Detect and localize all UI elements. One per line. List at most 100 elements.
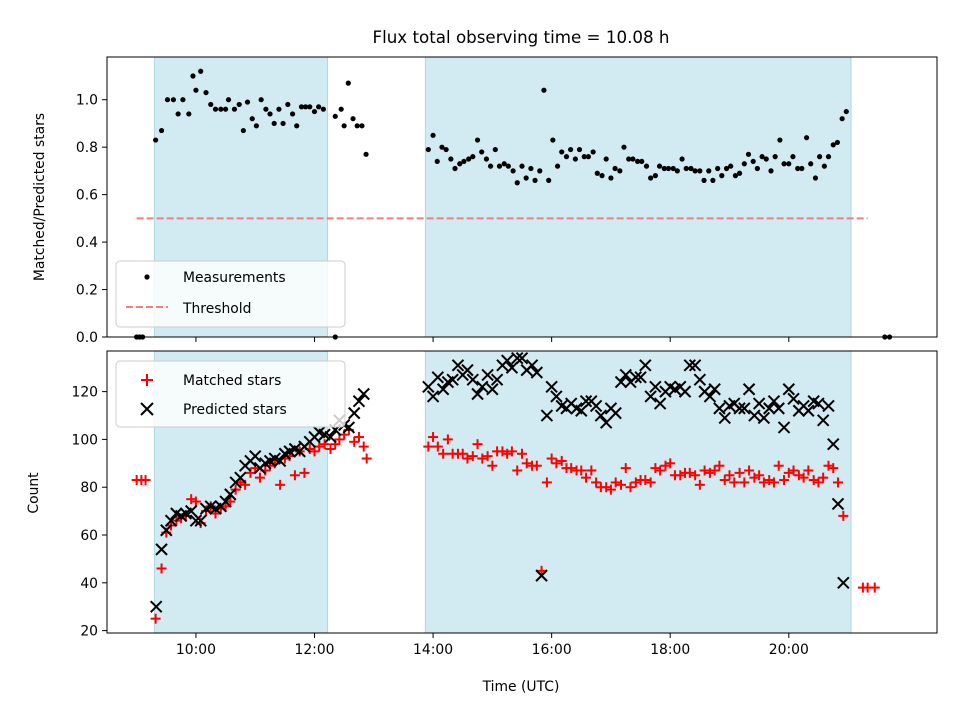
predicted-star-point bbox=[738, 402, 751, 415]
top-y-ticks: 0.0 0.2 0.4 0.6 0.8 1.0 bbox=[76, 93, 107, 346]
predicted-star-point bbox=[614, 375, 628, 389]
measurement-point bbox=[754, 165, 760, 172]
measurement-point bbox=[692, 168, 698, 174]
matched-star-point bbox=[699, 465, 710, 476]
measurement-point bbox=[311, 108, 318, 115]
matched-star-point bbox=[605, 484, 616, 495]
measurement-point bbox=[267, 111, 273, 117]
measurement-point bbox=[745, 151, 752, 157]
measurement-point bbox=[434, 158, 440, 165]
bottom-legend-box bbox=[115, 360, 346, 428]
matched-star-point bbox=[477, 453, 488, 464]
measurement-point bbox=[307, 104, 313, 110]
predicted-star-point bbox=[802, 404, 815, 417]
legend-predicted-label: Predicted stars bbox=[183, 402, 287, 418]
predicted-star-point bbox=[579, 394, 593, 408]
measurement-point bbox=[590, 149, 596, 155]
measurement-point bbox=[781, 161, 787, 167]
matched-star-point bbox=[724, 470, 735, 481]
measurement-point bbox=[354, 123, 360, 129]
matched-star-point bbox=[719, 475, 730, 486]
measurement-point bbox=[630, 156, 636, 162]
predicted-star-point bbox=[831, 497, 845, 511]
matched-star-point bbox=[487, 460, 498, 471]
predicted-star-point bbox=[234, 471, 247, 484]
measurement-point bbox=[568, 146, 574, 153]
matched-star-point bbox=[551, 458, 562, 469]
measurement-point bbox=[225, 97, 232, 103]
measurement-point bbox=[736, 170, 743, 176]
measurement-point bbox=[203, 89, 209, 96]
measurement-point bbox=[175, 111, 181, 117]
matched-star-point bbox=[349, 436, 360, 447]
matched-star-point bbox=[521, 458, 532, 469]
matched-star-point bbox=[739, 477, 750, 488]
measurement-point bbox=[258, 97, 264, 103]
measurement-point bbox=[505, 163, 511, 169]
x-tick-label: 16:00 bbox=[532, 642, 572, 658]
predicted-star-point bbox=[446, 373, 459, 386]
measurement-point bbox=[817, 154, 823, 160]
y-tick-label: 0.6 bbox=[76, 188, 98, 204]
matched-star-point bbox=[358, 441, 369, 452]
measurement-point bbox=[550, 137, 556, 143]
matched-star-point bbox=[803, 465, 814, 476]
top-legend-box bbox=[115, 260, 346, 328]
measurement-point bbox=[294, 123, 300, 129]
measurement-point bbox=[750, 158, 756, 165]
predicted-star-point bbox=[348, 406, 361, 420]
matched-star-point bbox=[779, 475, 790, 486]
measurement-point bbox=[341, 123, 347, 129]
matched-star-point bbox=[869, 582, 880, 593]
bottom-panel: 20 40 60 80 100 120 10:00 12:00 14:00 16:00 18:00… bbox=[26, 350, 938, 695]
measurement-point bbox=[768, 168, 774, 174]
top-axes-frame bbox=[106, 56, 938, 338]
predicted-star-point bbox=[160, 524, 173, 537]
measurement-point bbox=[466, 156, 472, 162]
measurement-point bbox=[777, 137, 783, 143]
measurement-point bbox=[719, 173, 725, 179]
matched-star-point bbox=[275, 479, 286, 490]
y-tick-label: 0.0 bbox=[76, 330, 98, 346]
measurement-point bbox=[439, 144, 445, 150]
predicted-star-point bbox=[599, 416, 613, 429]
matched-star-point bbox=[768, 477, 779, 488]
measurement-point bbox=[448, 156, 454, 162]
measurement-point bbox=[240, 127, 246, 134]
measurement-point bbox=[332, 113, 338, 119]
matched-star-point bbox=[665, 458, 676, 469]
matched-star-point bbox=[581, 472, 592, 483]
matched-star-point bbox=[586, 465, 597, 476]
predicted-star-point bbox=[772, 402, 785, 415]
predicted-star-point bbox=[164, 514, 178, 527]
matched-star-point bbox=[541, 477, 552, 488]
x-tick-label: 12:00 bbox=[294, 642, 334, 658]
predicted-star-point bbox=[490, 373, 504, 386]
measurement-point bbox=[603, 156, 609, 162]
predicted-star-point bbox=[451, 359, 465, 372]
legend-threshold-label: Threshold bbox=[182, 301, 251, 317]
measurement-point bbox=[190, 73, 196, 79]
measurement-point bbox=[621, 144, 627, 150]
predicted-star-point bbox=[189, 514, 203, 527]
predicted-star-point bbox=[515, 351, 529, 365]
matched-star-point bbox=[319, 439, 330, 450]
matched-star-point bbox=[645, 477, 656, 488]
predicted-star-point bbox=[476, 380, 489, 394]
legend-predicted-marker bbox=[140, 402, 154, 416]
measurement-point bbox=[345, 80, 351, 86]
predicted-star-point bbox=[742, 383, 756, 396]
predicted-star-point bbox=[525, 359, 539, 372]
measurement-point bbox=[479, 149, 485, 155]
measurement-point bbox=[474, 137, 481, 143]
matched-star-point bbox=[556, 455, 567, 466]
matched-star-point bbox=[289, 470, 300, 481]
matched-star-point bbox=[442, 434, 453, 445]
measurement-point bbox=[430, 132, 436, 138]
predicted-star-point bbox=[155, 543, 168, 556]
legend-measurements-label: Measurements bbox=[183, 270, 286, 286]
measurement-point bbox=[648, 175, 654, 181]
matched-star-point bbox=[156, 563, 167, 574]
measurement-point bbox=[338, 106, 344, 112]
measurement-point bbox=[523, 175, 529, 181]
